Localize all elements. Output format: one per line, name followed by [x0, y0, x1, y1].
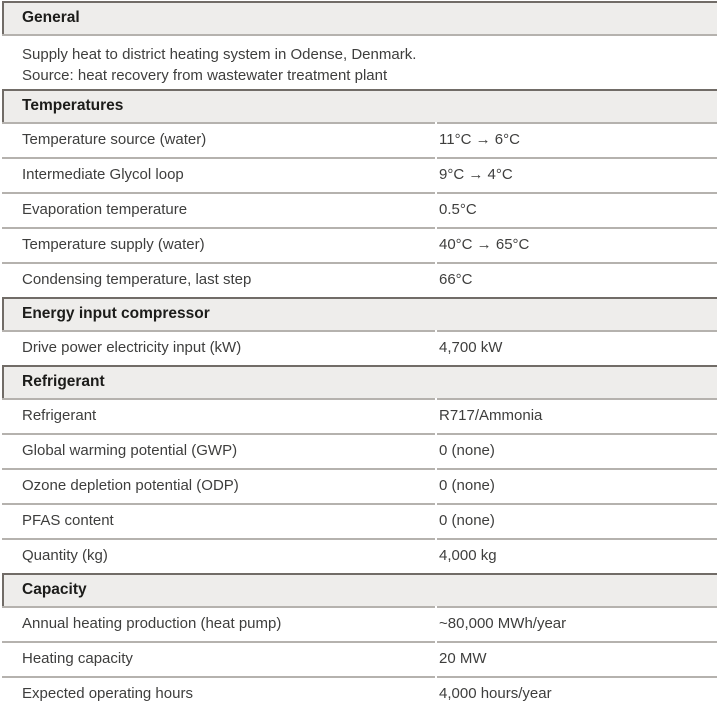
row-label: Annual heating production (heat pump)	[2, 606, 435, 641]
row-value: R717/Ammonia	[437, 398, 717, 433]
row-value: ~80,000 MWh/year	[437, 606, 717, 641]
row-value: 9°C → 4°C	[437, 157, 717, 192]
spec-row: PFAS content 0 (none)	[2, 503, 717, 538]
row-label: Ozone depletion potential (ODP)	[2, 468, 435, 503]
row-value: 0 (none)	[437, 468, 717, 503]
description-line: Supply heat to district heating system i…	[22, 46, 417, 63]
spec-row: Annual heating production (heat pump) ~8…	[2, 606, 717, 641]
section-header-temperatures: Temperatures	[2, 89, 717, 122]
description-line: Source: heat recovery from wastewater tr…	[22, 67, 388, 84]
row-label: Evaporation temperature	[2, 192, 435, 227]
row-value: 40°C → 65°C	[437, 227, 717, 262]
spec-row: Temperature source (water) 11°C → 6°C	[2, 122, 717, 157]
row-label: Heating capacity	[2, 641, 435, 676]
section-header-capacity: Capacity	[2, 573, 717, 606]
section-title: Energy input compressor	[22, 305, 210, 322]
row-value: 66°C	[437, 262, 717, 297]
row-value: 4,000 hours/year	[437, 676, 717, 703]
section-header-refrigerant: Refrigerant	[2, 365, 717, 398]
spec-row: Quantity (kg) 4,000 kg	[2, 538, 717, 573]
row-value: 11°C → 6°C	[437, 122, 717, 157]
row-label: PFAS content	[2, 503, 435, 538]
section-title: Capacity	[22, 581, 87, 598]
row-value: 0 (none)	[437, 433, 717, 468]
row-value: 20 MW	[437, 641, 717, 676]
section-header-energy-input-compressor: Energy input compressor	[2, 297, 717, 330]
row-value: 0 (none)	[437, 503, 717, 538]
row-label: Global warming potential (GWP)	[2, 433, 435, 468]
row-value: 4,000 kg	[437, 538, 717, 573]
spec-row: Expected operating hours 4,000 hours/yea…	[2, 676, 717, 703]
spec-row: Evaporation temperature 0.5°C	[2, 192, 717, 227]
row-label: Refrigerant	[2, 398, 435, 433]
row-label: Temperature supply (water)	[2, 227, 435, 262]
row-label: Drive power electricity input (kW)	[2, 330, 435, 365]
spec-row: Heating capacity 20 MW	[2, 641, 717, 676]
row-label: Temperature source (water)	[2, 122, 435, 157]
spec-row: Ozone depletion potential (ODP) 0 (none)	[2, 468, 717, 503]
spec-row: Temperature supply (water) 40°C → 65°C	[2, 227, 717, 262]
row-label: Quantity (kg)	[2, 538, 435, 573]
section-header-general: General	[2, 1, 717, 34]
spec-row: Intermediate Glycol loop 9°C → 4°C	[2, 157, 717, 192]
section-title: Refrigerant	[22, 373, 105, 390]
section-title: General	[22, 9, 80, 26]
description-block: Supply heat to district heating system i…	[2, 34, 717, 89]
spec-row: Refrigerant R717/Ammonia	[2, 398, 717, 433]
row-label: Expected operating hours	[2, 676, 435, 703]
row-value: 4,700 kW	[437, 330, 717, 365]
row-label: Condensing temperature, last step	[2, 262, 435, 297]
row-value: 0.5°C	[437, 192, 717, 227]
spec-row: Global warming potential (GWP) 0 (none)	[2, 433, 717, 468]
section-title: Temperatures	[22, 97, 124, 114]
spec-row: Drive power electricity input (kW) 4,700…	[2, 330, 717, 365]
spec-row: Condensing temperature, last step 66°C	[2, 262, 717, 297]
row-label: Intermediate Glycol loop	[2, 157, 435, 192]
